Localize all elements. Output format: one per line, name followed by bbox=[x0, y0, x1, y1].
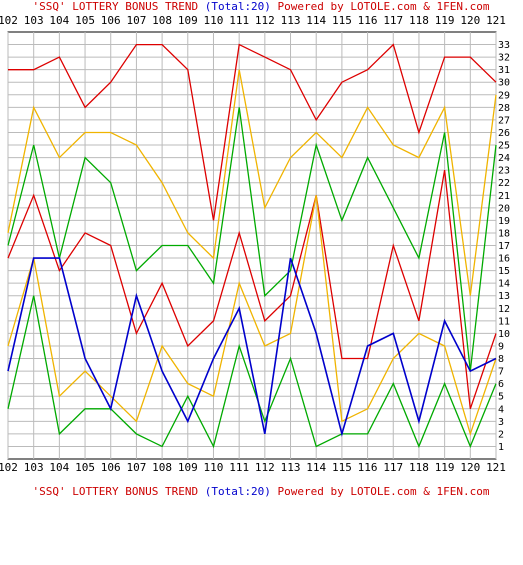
chart-title-bottom: 'SSQ' LOTTERY BONUS TREND (Total:20) Pow… bbox=[33, 485, 490, 498]
y-tick-label: 8 bbox=[498, 354, 504, 365]
y-tick-label: 33 bbox=[498, 40, 510, 51]
x-tick-label-top: 105 bbox=[75, 14, 95, 27]
x-tick-label-bottom: 115 bbox=[332, 461, 352, 474]
series-line-2 bbox=[7, 69, 497, 296]
y-tick-label: 30 bbox=[498, 78, 510, 89]
y-tick-label: 27 bbox=[498, 115, 510, 126]
x-tick-label-bottom: 117 bbox=[383, 461, 403, 474]
x-tick-label-top: 112 bbox=[255, 14, 275, 27]
x-tick-label-bottom: 111 bbox=[229, 461, 249, 474]
title-lead: 'SSQ' LOTTERY BONUS TREND bbox=[33, 485, 205, 498]
x-tick-label-bottom: 121 bbox=[486, 461, 506, 474]
y-tick-label: 24 bbox=[498, 153, 510, 164]
series-lines bbox=[7, 43, 497, 449]
y-tick-label: 14 bbox=[498, 279, 510, 290]
x-tick-label-top: 108 bbox=[152, 14, 172, 27]
x-tick-label-bottom: 118 bbox=[409, 461, 429, 474]
x-tick-label-bottom: 116 bbox=[358, 461, 378, 474]
title-powered: Powered by LOTOLE.com & 1FEN.com bbox=[271, 485, 490, 498]
x-tick-label-top: 117 bbox=[383, 14, 403, 27]
x-tick-label-top: 114 bbox=[306, 14, 326, 27]
x-tick-label-bottom: 103 bbox=[24, 461, 44, 474]
chart-titles: 'SSQ' LOTTERY BONUS TREND (Total:20) Pow… bbox=[33, 0, 490, 498]
y-tick-label: 17 bbox=[498, 241, 510, 252]
x-tick-label-bottom: 110 bbox=[204, 461, 224, 474]
x-tick-label-bottom: 109 bbox=[178, 461, 198, 474]
x-tick-label-top: 106 bbox=[101, 14, 121, 27]
y-tick-label: 18 bbox=[498, 228, 510, 239]
series-line-4 bbox=[7, 169, 497, 410]
y-tick-label: 15 bbox=[498, 266, 510, 277]
chart-title-top: 'SSQ' LOTTERY BONUS TREND (Total:20) Pow… bbox=[33, 0, 490, 13]
y-tick-label: 13 bbox=[498, 291, 510, 302]
x-tick-label-top: 113 bbox=[281, 14, 301, 27]
series-line-1 bbox=[8, 43, 497, 221]
grid-lines bbox=[7, 32, 497, 459]
x-tick-label-bottom: 113 bbox=[281, 461, 301, 474]
x-tick-label-top: 111 bbox=[229, 14, 249, 27]
x-tick-label-top: 103 bbox=[24, 14, 44, 27]
x-tick-label-top: 119 bbox=[435, 14, 455, 27]
y-tick-label: 5 bbox=[498, 392, 504, 403]
x-tick-label-top: 116 bbox=[358, 14, 378, 27]
x-tick-label-bottom: 102 bbox=[0, 461, 18, 474]
y-tick-label: 20 bbox=[498, 203, 510, 214]
x-tick-labels-bottom: 102 103 104 105 106 107 108 109 110 111 112 113 114 1… bbox=[0, 461, 506, 474]
x-tick-label-bottom: 107 bbox=[126, 461, 146, 474]
x-tick-label-top: 120 bbox=[460, 14, 480, 27]
x-tick-label-bottom: 114 bbox=[306, 461, 326, 474]
x-tick-label-top: 107 bbox=[126, 14, 146, 27]
x-tick-labels-top: 102 103 104 105 106 107 108 109 110 111 112 113 114 1… bbox=[0, 14, 506, 27]
series-line-6 bbox=[7, 295, 497, 449]
x-tick-label-bottom: 119 bbox=[435, 461, 455, 474]
y-tick-label: 22 bbox=[498, 178, 510, 189]
y-tick-label: 7 bbox=[498, 367, 504, 378]
y-tick-label: 12 bbox=[498, 304, 510, 315]
x-tick-label-top: 110 bbox=[204, 14, 224, 27]
y-tick-label: 1 bbox=[498, 442, 504, 453]
y-tick-label: 25 bbox=[498, 141, 510, 152]
x-tick-label-top: 102 bbox=[0, 14, 18, 27]
y-tick-label: 23 bbox=[498, 166, 510, 177]
x-tick-label-top: 121 bbox=[486, 14, 506, 27]
y-tick-label: 31 bbox=[498, 65, 510, 76]
x-tick-label-top: 115 bbox=[332, 14, 352, 27]
y-tick-label: 3 bbox=[498, 417, 504, 428]
title-total: (Total:20) bbox=[205, 485, 271, 498]
y-tick-label: 2 bbox=[498, 429, 504, 440]
x-tick-label-bottom: 104 bbox=[49, 461, 69, 474]
y-tick-label: 9 bbox=[498, 341, 504, 352]
y-tick-label: 29 bbox=[498, 90, 510, 101]
y-tick-label: 28 bbox=[498, 103, 510, 114]
x-tick-label-top: 118 bbox=[409, 14, 429, 27]
y-tick-labels: 1234567891011121314151617181920212223242… bbox=[498, 40, 510, 453]
title-powered: Powered by LOTOLE.com & 1FEN.com bbox=[271, 0, 490, 13]
y-tick-label: 11 bbox=[498, 316, 510, 327]
series-line-5 bbox=[7, 195, 497, 437]
title-lead: 'SSQ' LOTTERY BONUS TREND bbox=[33, 0, 205, 13]
x-tick-label-bottom: 120 bbox=[460, 461, 480, 474]
x-tick-label-bottom: 106 bbox=[101, 461, 121, 474]
series-line-7 bbox=[7, 257, 497, 437]
x-tick-label-top: 104 bbox=[49, 14, 69, 27]
x-tick-label-bottom: 108 bbox=[152, 461, 172, 474]
y-tick-label: 26 bbox=[498, 128, 510, 139]
y-tick-label: 10 bbox=[498, 329, 510, 340]
y-tick-label: 6 bbox=[498, 379, 504, 390]
y-tick-label: 32 bbox=[498, 53, 510, 64]
title-total: (Total:20) bbox=[205, 0, 271, 13]
y-tick-label: 19 bbox=[498, 216, 510, 227]
series-line-3 bbox=[7, 107, 497, 372]
x-tick-label-bottom: 112 bbox=[255, 461, 275, 474]
y-tick-label: 21 bbox=[498, 191, 510, 202]
x-tick-label-bottom: 105 bbox=[75, 461, 95, 474]
y-tick-label: 16 bbox=[498, 254, 510, 265]
y-tick-label: 4 bbox=[498, 404, 504, 415]
x-tick-label-top: 109 bbox=[178, 14, 198, 27]
